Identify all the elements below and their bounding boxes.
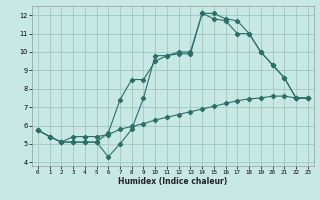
- X-axis label: Humidex (Indice chaleur): Humidex (Indice chaleur): [118, 177, 228, 186]
